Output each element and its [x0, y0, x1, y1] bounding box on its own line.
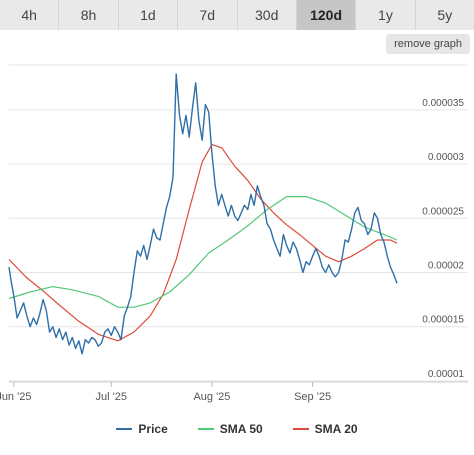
- y-tick-label: 0.00002: [428, 260, 465, 271]
- x-tick-label: Sep '25: [294, 391, 331, 403]
- legend-swatch-sma20: [292, 428, 309, 430]
- legend-item-sma20[interactable]: SMA 20: [292, 420, 358, 438]
- range-tab-120d[interactable]: 120d: [296, 0, 357, 30]
- range-tab-1d[interactable]: 1d: [118, 0, 179, 30]
- legend-label-price: Price: [138, 422, 168, 436]
- x-tick-label: Aug '25: [193, 391, 230, 403]
- legend-label-sma50: SMA 50: [219, 422, 263, 436]
- legend-label-sma20: SMA 20: [314, 422, 358, 436]
- y-tick-label: 0.000035: [422, 98, 464, 109]
- range-tab-8h[interactable]: 8h: [59, 0, 119, 30]
- y-tick-label: 0.00001: [428, 369, 465, 380]
- range-tabs: 4h 8h 1d 7d 30d 120d 1y 5y: [0, 0, 474, 30]
- legend-swatch-price: [116, 428, 133, 430]
- legend-swatch-sma50: [197, 428, 214, 430]
- legend-item-sma50[interactable]: SMA 50: [197, 420, 263, 438]
- y-tick-label: 0.000025: [422, 206, 464, 217]
- y-tick-label: 0.00003: [428, 152, 465, 163]
- range-tab-4h[interactable]: 4h: [0, 0, 60, 30]
- y-tick-label: 0.000015: [422, 315, 464, 326]
- legend-item-price[interactable]: Price: [116, 420, 168, 438]
- sma50-line: [8, 196, 398, 308]
- x-tick-label: Jun '25: [0, 391, 31, 403]
- remove-graph-button[interactable]: remove graph: [386, 34, 470, 54]
- price-chart: 0.00001 0.000015 0.00002 0.000025 0.00003 0.0…: [0, 64, 468, 403]
- price-line: [8, 73, 398, 355]
- x-tick-label: Jul '25: [96, 391, 127, 403]
- range-tab-1y[interactable]: 1y: [356, 0, 416, 30]
- chart-legend: Price SMA 50 SMA 20: [0, 420, 474, 438]
- range-tab-5y[interactable]: 5y: [415, 0, 474, 30]
- sma20-line: [8, 144, 398, 342]
- range-tab-30d[interactable]: 30d: [237, 0, 297, 30]
- range-tab-7d[interactable]: 7d: [178, 0, 238, 30]
